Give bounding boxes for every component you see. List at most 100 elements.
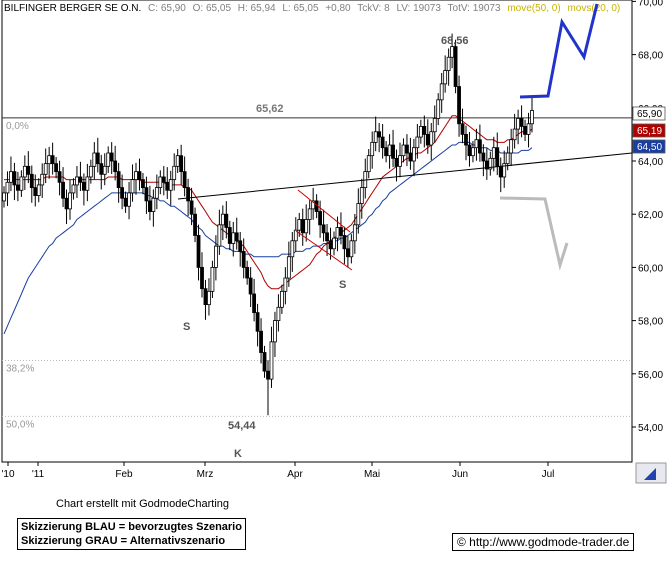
candle-body [137,171,142,181]
candle-body [68,192,72,210]
y-tick-label: 64,00 [638,157,663,168]
candle-body [61,181,65,199]
candle-body [279,290,284,308]
candle-body [245,266,250,279]
candle-body [505,152,510,165]
candle-body [342,235,347,250]
candle-body [200,266,204,290]
candle-body [328,240,333,250]
candle-body [366,155,371,173]
y-tick-label: 62,00 [638,210,663,221]
last-volume: LV: 19073 [396,3,441,14]
candle-body [519,118,524,127]
candle-body [179,155,184,173]
chart-credit: Chart erstellt mit GodmodeCharting [56,498,230,510]
candle-body [373,131,378,143]
candle-body [422,126,427,135]
candle-body [321,224,326,234]
candle-body [495,147,500,167]
candle-body [335,227,340,239]
candle-body [193,213,197,236]
candle-body [154,187,159,199]
candle-body [530,110,534,125]
ma50-legend: move(50, 0) [507,3,560,14]
candle-body [391,144,395,159]
candle-body [203,288,208,306]
candle-body [130,179,135,194]
candle-body [220,213,225,226]
x-axis-ticks: '10 '11 Feb Mrz Apr Mai Jun Jul [1,462,554,480]
candle-body [106,152,111,167]
y-tick-label: 70,00 [638,0,663,8]
candle-body [425,133,430,146]
candle-body [307,208,312,220]
price-tag-box [632,123,666,138]
price-tags: 65,90 65,19 64,50 [632,106,666,154]
candle-body [394,157,399,167]
y-tick-label: 56,00 [638,370,663,381]
candle-body [464,133,468,146]
candle-body [88,165,93,178]
candle-body [387,144,392,157]
candle-body [151,197,156,212]
candle-body [477,139,482,154]
candle-body [408,152,413,162]
candle-body [231,232,236,244]
candle-body [332,237,336,250]
candle-body [297,219,302,231]
candle-body [116,171,121,188]
candle-body [141,179,145,188]
candle-body [9,171,13,183]
candle-body [352,224,357,242]
candle-body [50,155,55,165]
candle-body [286,256,291,279]
x-tick-label: Feb [115,469,133,480]
scroll-right-arrow-icon[interactable] [635,462,667,484]
candle-body [266,370,270,380]
candle-body [415,136,420,149]
resistance-value-label: 65,62 [256,103,284,115]
gray-scenario-path [499,196,569,271]
price-tag-box [632,106,666,121]
source-link[interactable]: © http://www.godmode-trader.de [452,533,635,551]
candle-body [405,144,409,154]
level-label-0: 0,0% [6,121,29,132]
candle-body [207,290,211,306]
y-tick-label: 60,00 [638,263,663,274]
candle-body [168,179,173,191]
candle-body [26,165,31,175]
scenario-legend: Skizzierung BLAU = bevorzugtes Szenario … [17,518,246,550]
candle-body [512,128,517,141]
candle-body [436,99,441,119]
candle-body [78,176,83,183]
candle-body [182,171,187,188]
candle-body [19,176,24,191]
candle-body [502,163,507,178]
candle-body [109,152,114,162]
candle-body [12,171,17,186]
candle-body [36,184,41,196]
candle-body [175,155,180,167]
x-tick-label: Jul [542,469,555,480]
candle-body [161,176,166,183]
level-label-2: 50,0% [6,419,34,430]
candle-body [15,184,20,191]
candle-body [85,176,90,191]
annotation-high: 68,56 [441,35,469,47]
total-volume: TotV: 19073 [448,3,501,14]
change-value: +0,80 [325,3,351,14]
close-value: C: 65,90 [148,3,186,14]
red-channel-lower [295,230,353,271]
candle-body [252,293,257,314]
candle-body [224,213,229,228]
y-axis-ticks: 70,0068,0066,0064,0062,0060,0058,0056,00… [632,0,663,434]
candle-body [92,152,97,167]
candle-body [450,46,455,58]
x-tick-label: Mai [364,469,380,480]
candle-body [127,192,131,207]
candle-body [147,200,152,212]
x-tick-label: Mrz [197,469,214,480]
candle-body [481,152,486,162]
candle-body [22,165,27,178]
candle-body [33,187,38,196]
